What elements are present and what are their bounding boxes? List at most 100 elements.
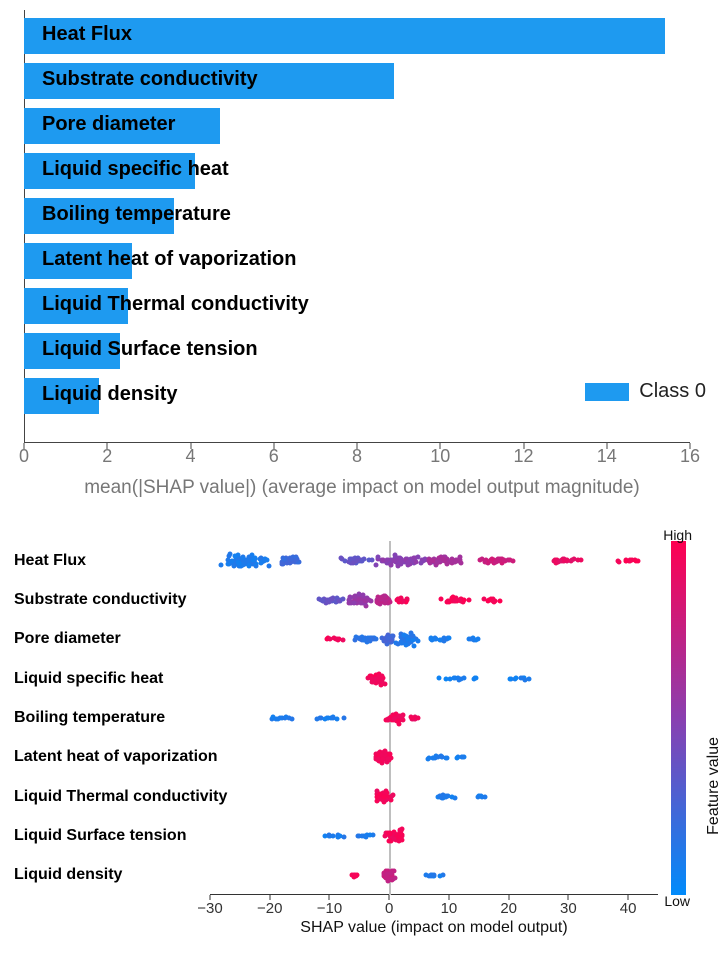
shap-dot (380, 757, 385, 762)
bar-tick-label: 16 (680, 446, 700, 467)
shap-dot (236, 561, 241, 566)
shap-dot (482, 559, 487, 564)
beeswarm-row-label: Latent heat of vaporization (14, 748, 218, 766)
shap-dot (382, 794, 387, 799)
shap-dot (502, 557, 507, 562)
shap-dot (273, 717, 278, 722)
beeswarm-row-label: Liquid Surface tension (14, 827, 186, 845)
beeswarm-tick-label: 30 (560, 900, 577, 917)
beeswarm-row-label: Pore diameter (14, 630, 121, 648)
shap-dot (398, 831, 403, 836)
shap-dot (461, 675, 466, 680)
bar-label: Liquid Surface tension (42, 338, 258, 361)
shap-dot (279, 561, 284, 566)
shap-dot (426, 873, 431, 878)
shap-dot (387, 832, 392, 837)
shap-dot (391, 837, 396, 842)
bar-label: Pore diameter (42, 113, 175, 136)
bar-chart-plot-area: Class 0 Heat FluxSubstrate conductivityP… (24, 10, 690, 443)
beeswarm-x-axis (210, 894, 658, 895)
beeswarm-tick-label: 10 (441, 900, 458, 917)
shap-dot (405, 560, 410, 565)
shap-dot (438, 873, 443, 878)
shap-dot (419, 561, 424, 566)
shap-dot (229, 558, 234, 563)
shap-dot (446, 636, 451, 641)
shap-dot (433, 637, 438, 642)
shap-dot (441, 638, 446, 643)
colorbar-high-label: High (663, 527, 692, 543)
shap-dot (386, 635, 391, 640)
shap-dot (337, 598, 342, 603)
legend-text: Class 0 (639, 380, 706, 403)
shap-dot (558, 559, 563, 564)
beeswarm-tick-label: −20 (257, 900, 282, 917)
bar-tick-label: 4 (185, 446, 195, 467)
shap-dot (403, 642, 408, 647)
shap-dot (347, 596, 352, 601)
shap-dot (374, 794, 379, 799)
shap-dot (334, 716, 339, 721)
bar-tick-label: 6 (269, 446, 279, 467)
shap-dot (335, 637, 340, 642)
bar-chart-legend: Class 0 (585, 380, 706, 403)
shap-dot (316, 597, 321, 602)
beeswarm-x-label: SHAP value (impact on model output) (300, 919, 567, 937)
shap-dot (376, 677, 381, 682)
bar-label: Liquid specific heat (42, 158, 229, 181)
shap-dot (623, 558, 628, 563)
shap-dot (359, 601, 364, 606)
shap-dot (293, 557, 298, 562)
shap-dot (379, 596, 384, 601)
shap-dot (451, 676, 456, 681)
shap-dot (415, 716, 420, 721)
bar-tick-label: 10 (430, 446, 450, 467)
shap-dot (360, 558, 365, 563)
shap-dot (330, 597, 335, 602)
shap-dot (315, 716, 320, 721)
bar-label: Liquid density (42, 383, 178, 406)
shap-dot (397, 597, 402, 602)
shap-dot (290, 716, 295, 721)
shap-dot (327, 636, 332, 641)
beeswarm-plot-area: SHAP value (impact on model output) −30−… (210, 541, 658, 895)
colorbar-low-label: Low (664, 893, 690, 909)
figure-container: Class 0 Heat FluxSubstrate conductivityP… (0, 0, 724, 967)
shap-dot (353, 873, 358, 878)
bar-chart-x-label: mean(|SHAP value|) (average impact on mo… (10, 477, 714, 499)
shap-dot (373, 563, 378, 568)
colorbar-axis-label: Feature value (705, 737, 723, 835)
shap-dot (338, 556, 343, 561)
bar-tick-label: 8 (352, 446, 362, 467)
shap-dot (342, 834, 347, 839)
shap-dot (452, 560, 457, 565)
shap-dot (352, 601, 357, 606)
shap-dot (388, 562, 393, 567)
beeswarm-row-label: Substrate conductivity (14, 591, 186, 609)
shap-dot (375, 555, 380, 560)
shap-dot (411, 555, 416, 560)
shap-dot (361, 593, 366, 598)
beeswarm-tick-label: 0 (385, 900, 393, 917)
bar-tick-label: 2 (102, 446, 112, 467)
shap-dot (322, 716, 327, 721)
shap-dot (489, 556, 494, 561)
shap-bar-chart: Class 0 Heat FluxSubstrate conductivityP… (10, 10, 714, 499)
shap-beeswarm-chart: SHAP value (impact on model output) −30−… (10, 527, 714, 947)
colorbar (671, 541, 686, 895)
shap-dot (386, 717, 391, 722)
shap-dot (444, 561, 449, 566)
shap-dot (360, 834, 365, 839)
bar-tick-label: 12 (513, 446, 533, 467)
shap-dot (415, 638, 420, 643)
shap-dot (519, 676, 524, 681)
shap-dot (401, 632, 406, 637)
shap-dot (450, 795, 455, 800)
shap-dot (441, 557, 446, 562)
shap-dot (330, 833, 335, 838)
shap-dot (439, 596, 444, 601)
shap-dot (376, 600, 381, 605)
shap-dot (471, 677, 476, 682)
shap-dot (219, 562, 224, 567)
beeswarm-row-label: Liquid Thermal conductivity (14, 788, 227, 806)
